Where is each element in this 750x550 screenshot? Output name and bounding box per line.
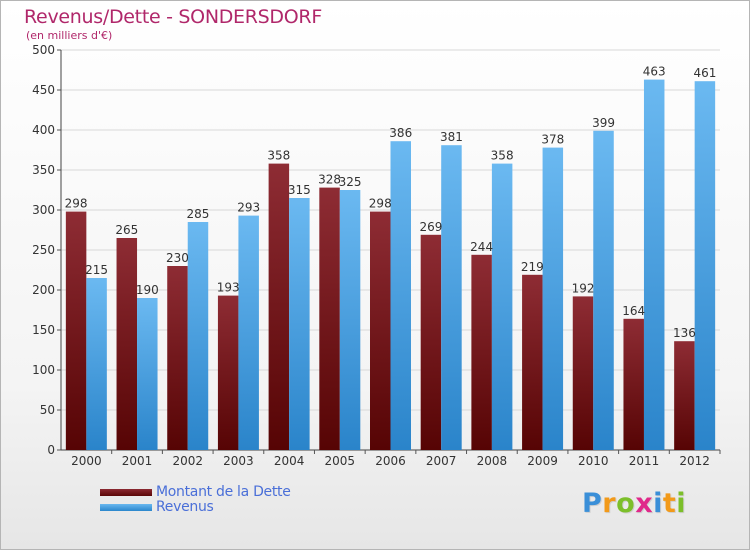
bar-debt-2003: [217, 295, 239, 450]
logo-letter: P: [582, 488, 603, 519]
data-label-debt-2005: 328: [318, 173, 341, 187]
x-tick-label-2006: 2006: [375, 454, 406, 468]
data-label-debt-2009: 219: [521, 260, 544, 274]
data-label-revenue-2001: 190: [136, 283, 159, 297]
bar-debt-2002: [167, 266, 188, 450]
data-label-debt-2000: 298: [65, 197, 88, 211]
x-tick-label-2011: 2011: [629, 454, 660, 468]
x-tick-label-2004: 2004: [274, 454, 305, 468]
bar-revenue-2011: [643, 79, 665, 450]
bar-debt-2007: [420, 234, 442, 450]
logo-letter: t: [662, 488, 677, 519]
bars: [65, 79, 716, 451]
bar-debt-2006: [370, 211, 391, 450]
data-label-revenue-2006: 386: [389, 126, 412, 140]
data-label-debt-2002: 230: [166, 251, 189, 265]
data-label-revenue-2008: 358: [491, 149, 514, 163]
legend-swatch-debt: [100, 489, 152, 496]
bar-debt-2005: [319, 187, 340, 450]
bar-debt-2010: [572, 296, 594, 450]
data-label-debt-2003: 193: [217, 281, 240, 295]
y-tick-label: 50: [40, 403, 55, 417]
y-tick-label: 200: [32, 283, 55, 297]
legend-swatch-revenue: [100, 504, 152, 511]
x-tick-label-2001: 2001: [122, 454, 153, 468]
logo-letter: r: [602, 488, 617, 519]
data-label-debt-2007: 269: [419, 220, 442, 234]
data-label-revenue-2005: 325: [339, 175, 362, 189]
chart-subtitle: (en milliers d'€): [26, 29, 113, 42]
bar-debt-2008: [471, 254, 492, 450]
y-tick-label: 0: [47, 443, 55, 457]
y-tick-label: 400: [32, 123, 55, 137]
bar-debt-2001: [116, 238, 138, 450]
data-label-revenue-2011: 463: [643, 65, 666, 79]
y-tick-label: 500: [32, 43, 55, 57]
logo-letter: x: [635, 488, 654, 519]
logo-letter: o: [616, 488, 636, 519]
bar-revenue-2002: [187, 222, 209, 450]
logo-letter: i: [676, 488, 687, 519]
y-tick-label: 250: [32, 243, 55, 257]
x-tick-label-2008: 2008: [477, 454, 508, 468]
bar-revenue-2005: [339, 190, 361, 450]
data-label-revenue-2002: 285: [187, 207, 210, 221]
data-label-revenue-2003: 293: [237, 201, 260, 215]
data-label-debt-2001: 265: [115, 223, 138, 237]
y-tick-label: 150: [32, 323, 55, 337]
data-label-revenue-2012: 461: [693, 66, 716, 80]
bar-revenue-2009: [542, 147, 564, 450]
x-tick-label-2000: 2000: [71, 454, 102, 468]
bar-revenue-2010: [593, 130, 614, 451]
data-label-revenue-2009: 378: [541, 133, 564, 147]
data-label-debt-2011: 164: [622, 304, 645, 318]
data-label-debt-2008: 244: [470, 240, 493, 254]
x-tick-label-2003: 2003: [223, 454, 254, 468]
bar-debt-2000: [65, 211, 87, 450]
logo-letter: i: [653, 488, 663, 519]
bar-debt-2012: [674, 341, 695, 450]
y-tick-label: 300: [32, 203, 55, 217]
data-label-debt-2004: 358: [267, 149, 290, 163]
chart-title: Revenus/Dette - SONDERSDORF: [24, 6, 322, 28]
proxiti-logo: Proxiti: [582, 488, 686, 519]
bar-debt-2004: [268, 163, 290, 450]
bar-debt-2011: [623, 318, 644, 450]
x-tick-label-2005: 2005: [325, 454, 356, 468]
bar-revenue-2007: [441, 145, 462, 450]
bar-revenue-2003: [238, 215, 259, 450]
x-tick-label-2002: 2002: [172, 454, 203, 468]
bar-revenue-2008: [491, 163, 513, 450]
y-tick-label: 100: [32, 363, 55, 377]
data-label-revenue-2004: 315: [288, 183, 311, 197]
data-label-debt-2010: 192: [572, 281, 595, 295]
bar-debt-2009: [522, 274, 543, 450]
data-label-debt-2012: 136: [673, 326, 696, 340]
x-tick-label-2012: 2012: [679, 454, 710, 468]
bar-revenue-2000: [86, 278, 107, 450]
data-label-revenue-2000: 215: [85, 263, 108, 277]
data-label-revenue-2007: 381: [440, 130, 463, 144]
y-tick-label: 350: [32, 163, 55, 177]
x-tick-label-2010: 2010: [578, 454, 609, 468]
bar-revenue-2006: [390, 141, 411, 450]
legend-label-revenue: Revenus: [156, 499, 214, 515]
bar-revenue-2004: [289, 198, 310, 450]
data-label-debt-2006: 298: [369, 197, 392, 211]
x-tick-label-2007: 2007: [426, 454, 457, 468]
y-tick-label: 450: [32, 83, 55, 97]
data-label-revenue-2010: 399: [592, 116, 615, 130]
bar-revenue-2001: [137, 298, 158, 450]
legend-label-debt: Montant de la Dette: [156, 484, 291, 500]
bar-revenue-2012: [694, 81, 716, 450]
axes: 0 50 100 150 200 250 300 350 400 450 500 2000 2001 20…: [32, 43, 721, 468]
x-tick-label-2009: 2009: [527, 454, 558, 468]
